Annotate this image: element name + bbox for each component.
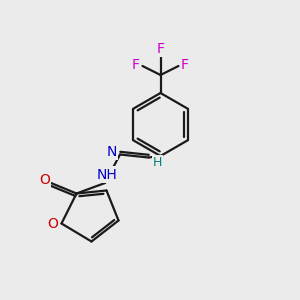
Text: NH: NH <box>96 168 117 182</box>
Text: F: F <box>132 58 140 71</box>
Text: F: F <box>157 42 164 56</box>
Text: O: O <box>47 217 58 230</box>
Text: H: H <box>153 156 162 170</box>
Text: N: N <box>106 145 117 158</box>
Text: F: F <box>181 58 189 71</box>
Text: O: O <box>39 173 50 187</box>
